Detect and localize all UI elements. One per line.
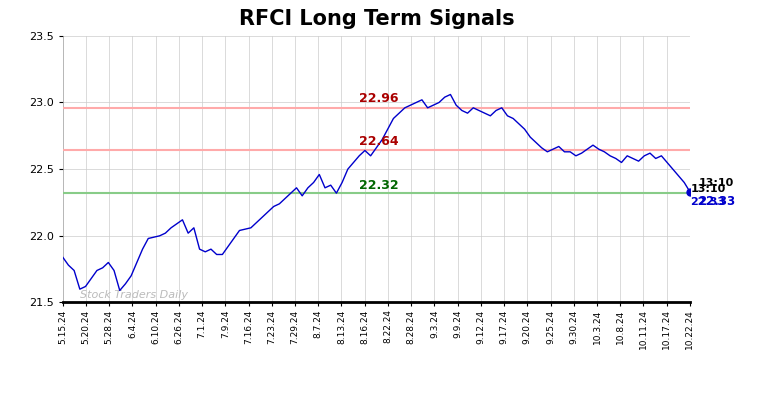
Text: 22.96: 22.96 [359, 92, 399, 105]
Text: Stock Traders Daily: Stock Traders Daily [80, 290, 188, 300]
Text: 22.32: 22.32 [359, 179, 399, 192]
Title: RFCI Long Term Signals: RFCI Long Term Signals [238, 9, 514, 29]
Text: 13:10: 13:10 [699, 178, 734, 189]
Text: 22.33: 22.33 [691, 197, 725, 207]
Text: 13:10: 13:10 [691, 184, 726, 194]
Text: 22.33: 22.33 [699, 195, 735, 208]
Text: 22.64: 22.64 [359, 135, 399, 148]
